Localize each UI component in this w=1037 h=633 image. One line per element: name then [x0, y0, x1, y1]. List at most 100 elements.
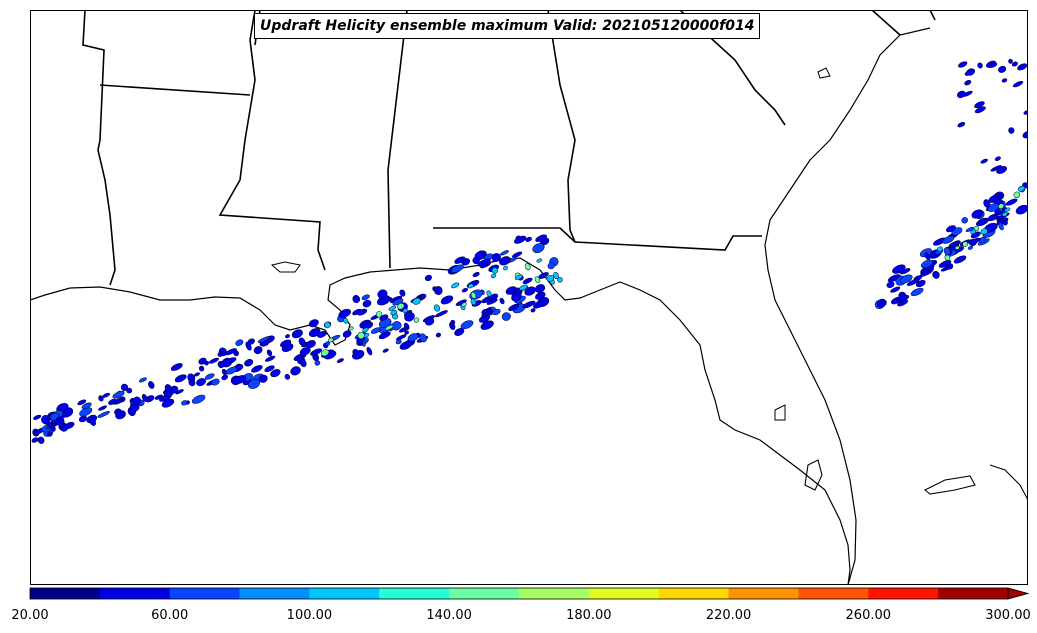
- uh-contour-blob: [899, 274, 913, 284]
- uh-contour-blob: [547, 262, 555, 270]
- uh-contour-blob: [233, 350, 239, 357]
- uh-contour-blob: [412, 297, 421, 305]
- uh-contour-blob: [139, 377, 147, 383]
- uh-contour-blob: [308, 319, 319, 328]
- uh-contour-blob: [120, 383, 129, 392]
- uh-contour-blob: [419, 333, 427, 343]
- uh-contour-blob: [989, 62, 998, 68]
- uh-contour-blob: [897, 299, 909, 307]
- uh-contour-blob: [407, 333, 419, 342]
- uh-contour-blob: [398, 326, 409, 333]
- uh-contour-blob: [154, 394, 163, 400]
- uh-contour-blob: [348, 326, 354, 331]
- colorbar-cell: [728, 588, 799, 599]
- uh-contour-blob: [910, 287, 924, 297]
- uh-contour-blob: [461, 287, 468, 293]
- uh-contour-blob: [953, 255, 967, 264]
- colorbar-tick-label: 20.00: [11, 608, 49, 623]
- uh-contour-blob: [404, 312, 415, 322]
- uh-contour-blob: [244, 358, 254, 367]
- colorbar-cell: [658, 588, 730, 599]
- uh-contour-blob: [519, 284, 528, 291]
- uh-contour-blob: [363, 321, 374, 329]
- uh-contour-blob: [378, 331, 391, 340]
- uh-contour-blob: [342, 330, 352, 338]
- uh-contour-blob: [503, 265, 508, 271]
- uh-contour-blob: [965, 226, 975, 232]
- colorbar-cell: [309, 588, 380, 599]
- uh-contour-blob: [327, 337, 334, 343]
- uh-contour-blob: [413, 317, 420, 323]
- uh-contour-blob: [467, 283, 474, 289]
- uh-contour-blob: [361, 294, 370, 301]
- uh-contour-blob: [284, 373, 291, 380]
- uh-contour-blob: [305, 340, 316, 349]
- uh-contour-blob: [962, 241, 969, 247]
- uh-contour-blob: [382, 348, 389, 353]
- uh-contour-blob: [208, 357, 219, 364]
- uh-contour-blob: [126, 387, 133, 394]
- uh-contour-blob: [33, 414, 42, 420]
- uh-contour-blob: [424, 274, 432, 282]
- uh-contour-blob: [1013, 191, 1021, 199]
- uh-contour-blob: [198, 365, 205, 372]
- uh-contour-blob: [938, 259, 952, 268]
- uh-contour-blob: [234, 375, 247, 384]
- uh-contour-blob: [958, 61, 968, 68]
- uh-contour-blob: [108, 398, 117, 405]
- state-borders: [82, 10, 936, 286]
- uh-contour-blob: [266, 349, 273, 357]
- uh-contour-blob: [530, 308, 536, 313]
- uh-contour-blob: [196, 378, 206, 387]
- uh-contour-blob: [224, 348, 237, 356]
- uh-contour-blob: [397, 303, 405, 310]
- uh-contour-blob: [915, 279, 926, 288]
- uh-contour-blob: [454, 328, 465, 336]
- uh-contour-blob: [491, 267, 498, 274]
- map-frame: [30, 10, 1028, 585]
- uh-contour-blob: [501, 312, 511, 321]
- uh-contour-blob: [466, 280, 480, 288]
- uh-contour-blob: [41, 415, 51, 425]
- uh-contour-blob: [514, 235, 527, 244]
- colorbar-cell: [169, 588, 241, 599]
- uh-contour-blob: [434, 310, 448, 318]
- uh-contour-blob: [258, 374, 268, 383]
- colorbar-tick-label: 180.00: [566, 608, 612, 623]
- uh-contour-blob: [887, 274, 901, 283]
- uh-contour-blob: [338, 308, 352, 319]
- lakes: [270, 67, 831, 421]
- colorbar-extend-arrow: [1007, 587, 1030, 600]
- colorbar-cell: [868, 588, 939, 599]
- uh-contour-blob: [472, 272, 480, 278]
- uh-contour-blob: [461, 302, 467, 307]
- uh-contour-blob: [253, 346, 263, 355]
- uh-contour-blob: [1001, 211, 1008, 217]
- uh-contour-blob: [314, 360, 321, 366]
- uh-contour-blob: [512, 251, 523, 258]
- uh-contour-blob: [325, 341, 331, 346]
- uh-contour-blob: [1011, 61, 1018, 67]
- uh-contour-blob: [435, 332, 441, 338]
- colorbar-cell: [519, 588, 590, 599]
- uh-contour-blob: [490, 273, 497, 279]
- uh-contour-blob: [366, 347, 373, 356]
- uh-contour-blob: [148, 381, 155, 389]
- uh-contour-blob: [932, 270, 940, 279]
- uh-contour-blob: [198, 357, 207, 365]
- colorbar-cell: [449, 588, 520, 599]
- uh-contour-blob: [491, 253, 501, 262]
- gulf-coastline: [30, 257, 851, 585]
- uh-contour-blob: [470, 298, 477, 306]
- uh-contour-blob: [983, 199, 991, 208]
- uh-contour-blob: [1001, 78, 1008, 83]
- uh-contour-blob: [352, 295, 361, 304]
- uh-contour-blob: [404, 330, 409, 335]
- uh-contour-blob: [505, 286, 517, 295]
- uh-contour-blob: [957, 121, 966, 128]
- uh-contour-blob: [181, 400, 188, 406]
- uh-contour-blob: [264, 355, 276, 362]
- uh-contour-blob: [217, 351, 224, 357]
- uh-contour-blob: [1015, 204, 1028, 215]
- uh-contour-blob: [1002, 220, 1008, 226]
